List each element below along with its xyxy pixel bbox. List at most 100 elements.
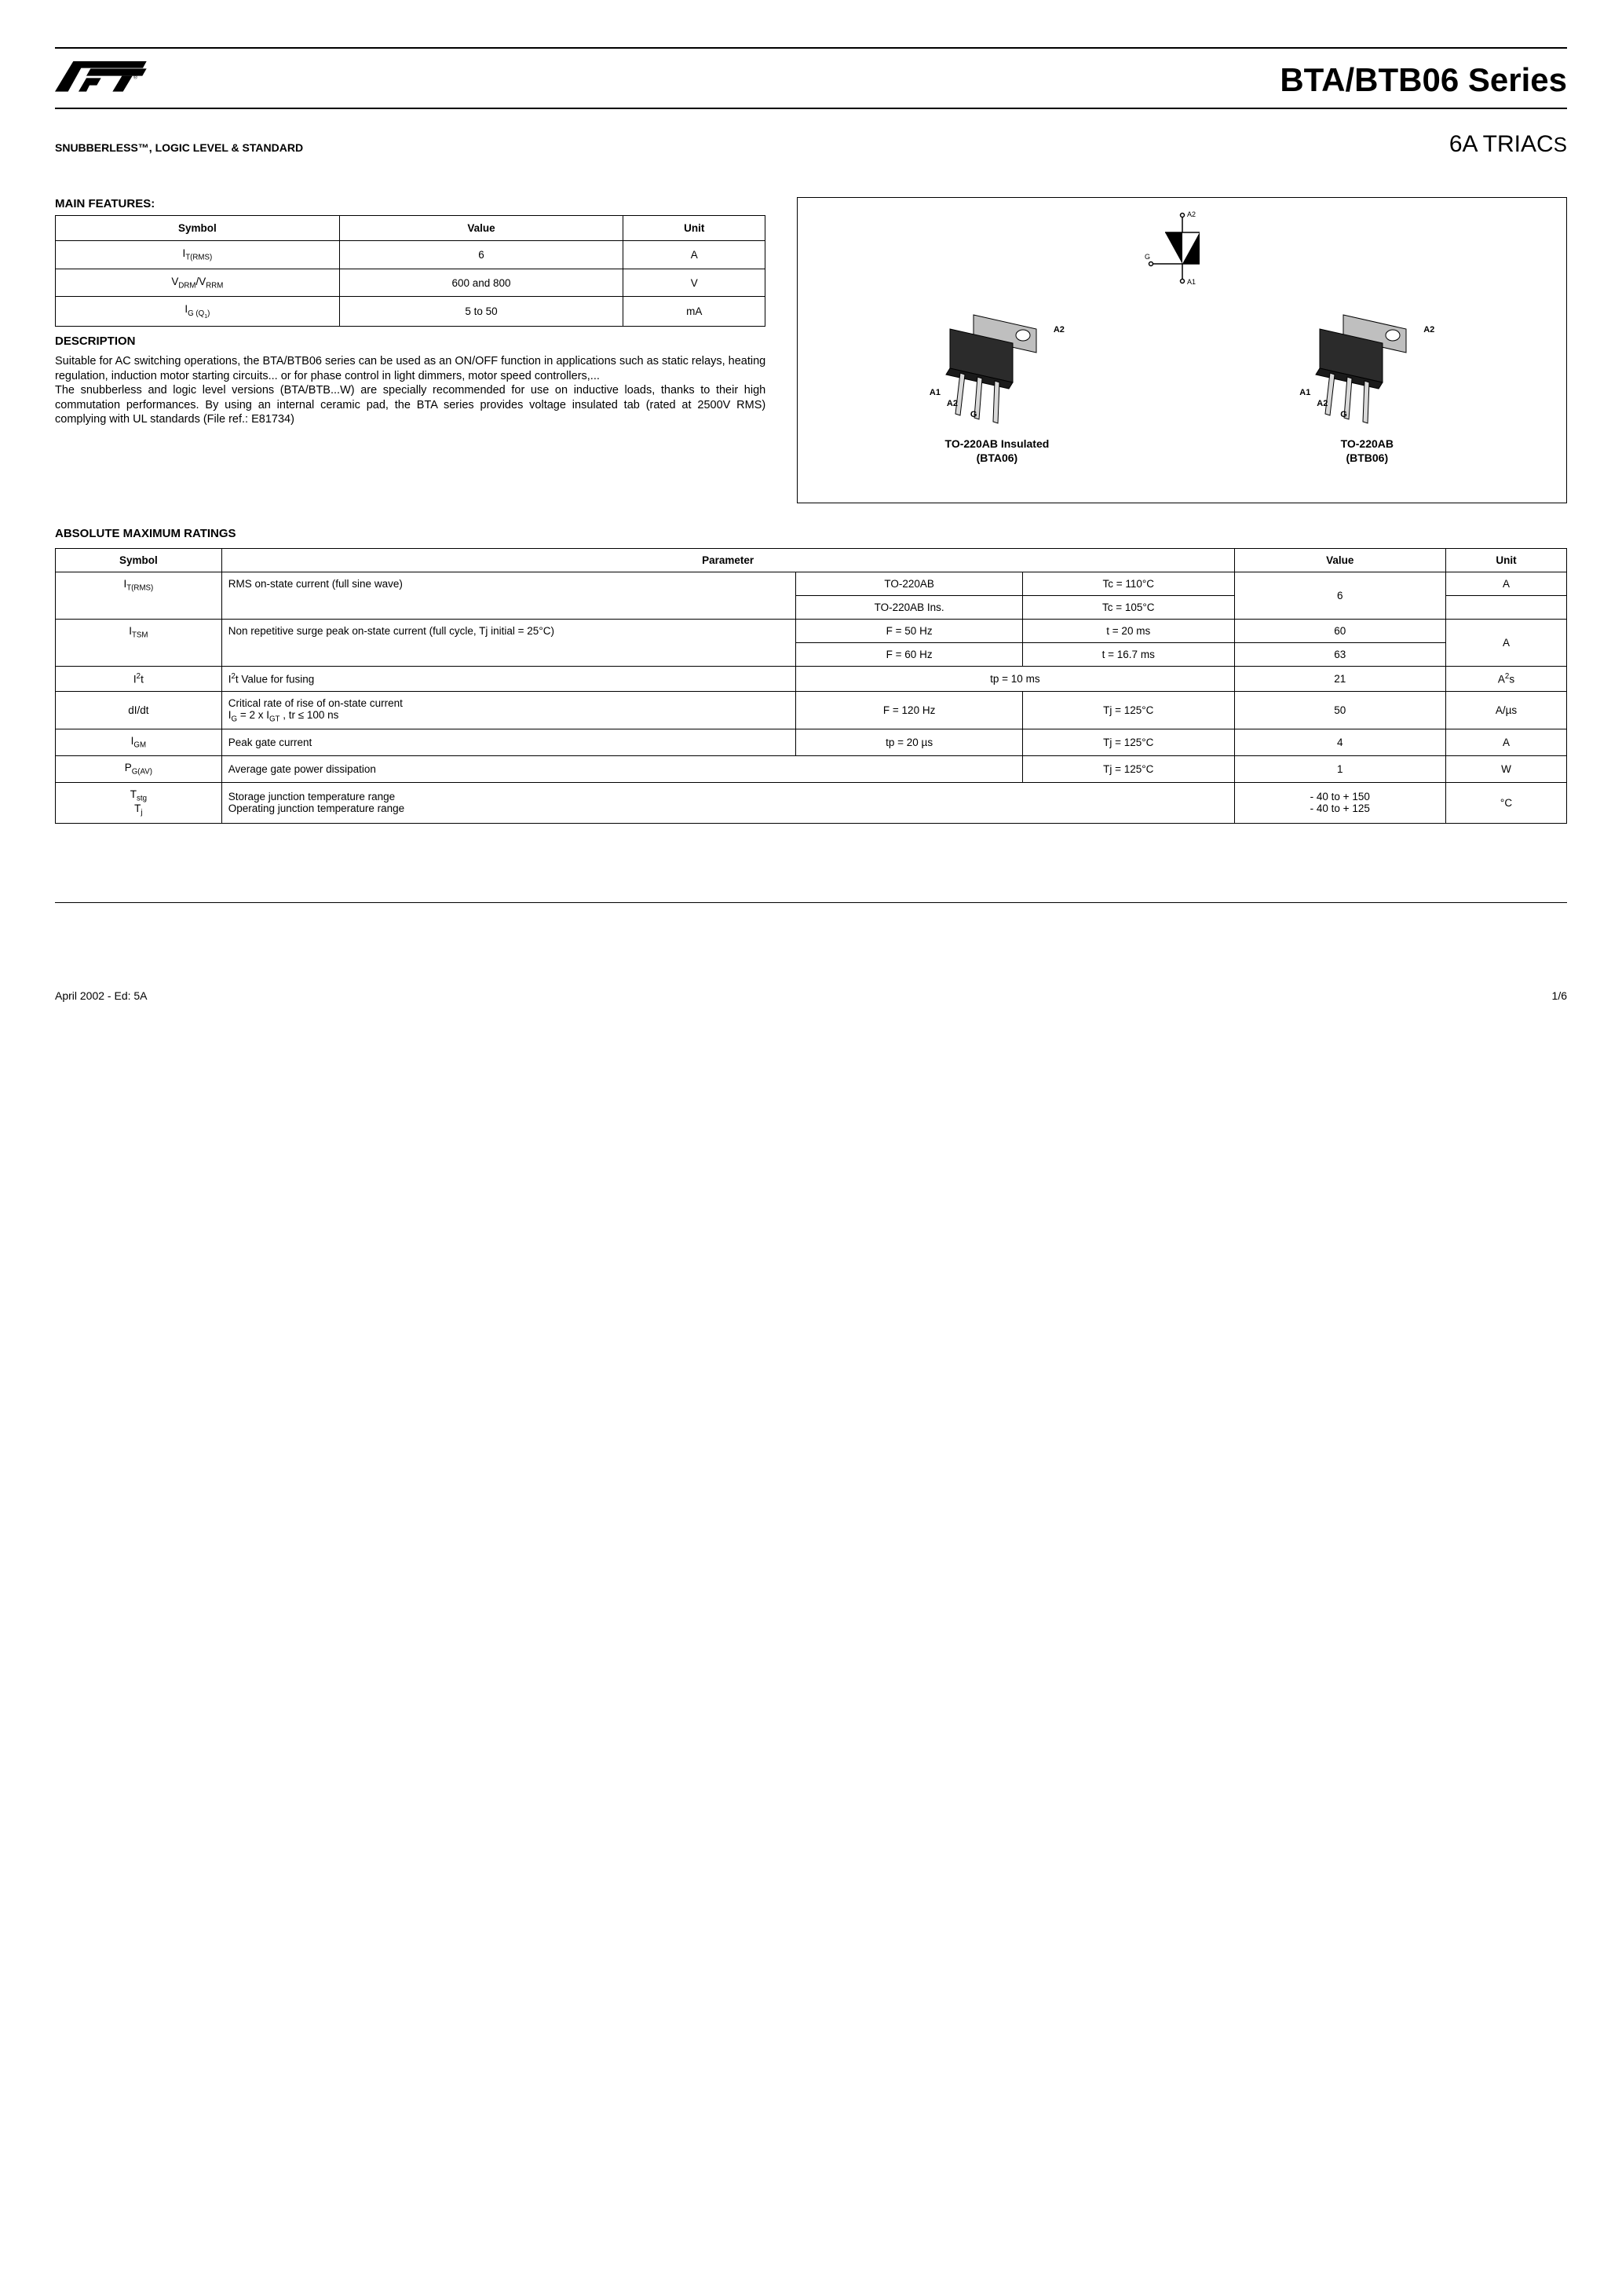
cell-symbol: IT(RMS) bbox=[56, 572, 222, 620]
col-unit: Unit bbox=[623, 216, 765, 241]
cell-value: 50 bbox=[1234, 691, 1446, 729]
svg-text:®: ® bbox=[133, 75, 137, 81]
cell-symbol: IG (Q1) bbox=[56, 297, 340, 327]
cell-value: 60 bbox=[1234, 620, 1446, 643]
pin-label-a1: A1 bbox=[930, 388, 941, 397]
package-diagram-box: A2 A1 G A2 bbox=[797, 197, 1567, 503]
cell-symbol: I2t bbox=[56, 667, 222, 692]
cell-cond: Tj = 125°C bbox=[1023, 755, 1235, 782]
cell-param: Critical rate of rise of on-state curren… bbox=[221, 691, 796, 729]
cell-value: 600 and 800 bbox=[339, 269, 623, 297]
main-features-table: Symbol Value Unit IT(RMS) 6 A VDRM/VRRM … bbox=[55, 215, 765, 327]
cell-value: 6 bbox=[339, 241, 623, 269]
cell-unit: mA bbox=[623, 297, 765, 327]
table-row: I2t I2t Value for fusing tp = 10 ms 21 A… bbox=[56, 667, 1567, 692]
cell-cond: F = 120 Hz bbox=[796, 691, 1023, 729]
cell-unit: A2s bbox=[1446, 667, 1567, 692]
pin-label-a1: A1 bbox=[1299, 388, 1310, 397]
product-subtitle-right: 6A TRIACS bbox=[1449, 131, 1567, 158]
cell-unit: A bbox=[1446, 572, 1567, 596]
cell-cond: Tc = 110°C bbox=[1023, 572, 1235, 596]
table-row: TstgTj Storage junction temperature rang… bbox=[56, 782, 1567, 823]
cell-unit: °C bbox=[1446, 782, 1567, 823]
footer-row: April 2002 - Ed: 5A 1/6 bbox=[55, 989, 1567, 1002]
cell-value: 21 bbox=[1234, 667, 1446, 692]
cell-symbol: dI/dt bbox=[56, 691, 222, 729]
table-header-row: Symbol Parameter Value Unit bbox=[56, 549, 1567, 572]
table-row: IGM Peak gate current tp = 20 µs Tj = 12… bbox=[56, 729, 1567, 756]
package-item-btb06: A2 bbox=[1296, 311, 1438, 465]
footer-date: April 2002 - Ed: 5A bbox=[55, 989, 148, 1002]
table-row: IT(RMS) RMS on-state current (full sine … bbox=[56, 572, 1567, 596]
cell-symbol: VDRM/VRRM bbox=[56, 269, 340, 297]
pin-label-g: G bbox=[1340, 410, 1347, 419]
cell-cond: TO-220AB bbox=[796, 572, 1023, 596]
table-header-row: Symbol Value Unit bbox=[56, 216, 765, 241]
cell-value: 4 bbox=[1234, 729, 1446, 756]
pin-label-a2: A2 bbox=[1054, 325, 1065, 335]
description-heading: DESCRIPTION bbox=[55, 335, 765, 348]
description-text: Suitable for AC switching operations, th… bbox=[55, 354, 765, 427]
cell-unit: A/µs bbox=[1446, 691, 1567, 729]
cell-unit: A bbox=[1446, 620, 1567, 667]
cell-param: RMS on-state current (full sine wave) bbox=[221, 572, 796, 620]
cell-symbol: IGM bbox=[56, 729, 222, 756]
footer-rule bbox=[55, 902, 1567, 903]
table-row: PG(AV) Average gate power dissipation Tj… bbox=[56, 755, 1567, 782]
right-column: A2 A1 G A2 bbox=[797, 197, 1567, 503]
cell-unit: W bbox=[1446, 755, 1567, 782]
cell-cond: Tc = 105°C bbox=[1023, 596, 1235, 620]
pkg-label-line1: TO-220AB Insulated bbox=[945, 437, 1050, 450]
col-parameter: Parameter bbox=[221, 549, 1234, 572]
col-value: Value bbox=[339, 216, 623, 241]
cell-value: 6 bbox=[1234, 572, 1446, 620]
cell-symbol: TstgTj bbox=[56, 782, 222, 823]
cell-cond: t = 16.7 ms bbox=[1023, 643, 1235, 667]
table-row: ITSM Non repetitive surge peak on-state … bbox=[56, 620, 1567, 643]
cell-value: 63 bbox=[1234, 643, 1446, 667]
product-subtitle-left: SNUBBERLESS™, LOGIC LEVEL & STANDARD bbox=[55, 141, 303, 154]
cell-unit: V bbox=[623, 269, 765, 297]
cell-unit: A bbox=[623, 241, 765, 269]
col-symbol: Symbol bbox=[56, 216, 340, 241]
cell-symbol: PG(AV) bbox=[56, 755, 222, 782]
cell-symbol: ITSM bbox=[56, 620, 222, 667]
main-features-heading: MAIN FEATURES: bbox=[55, 197, 765, 210]
cell-unit: A bbox=[1446, 729, 1567, 756]
table-row: IT(RMS) 6 A bbox=[56, 241, 765, 269]
cell-param: Storage junction temperature range Opera… bbox=[221, 782, 1234, 823]
cell-cond: TO-220AB Ins. bbox=[796, 596, 1023, 620]
table-row: IG (Q1) 5 to 50 mA bbox=[56, 297, 765, 327]
package-label: TO-220AB Insulated (BTA06) bbox=[926, 437, 1068, 465]
pkg-label-line2: (BTA06) bbox=[977, 452, 1018, 464]
pkg-label-line1: TO-220AB bbox=[1341, 437, 1394, 450]
pkg-label-line2: (BTB06) bbox=[1346, 452, 1388, 464]
cell-param: I2t Value for fusing bbox=[221, 667, 796, 692]
cell-param: Non repetitive surge peak on-state curre… bbox=[221, 620, 796, 667]
cell-param: Peak gate current bbox=[221, 729, 796, 756]
pin-label-a2: A2 bbox=[1423, 325, 1434, 335]
package-label: TO-220AB (BTB06) bbox=[1296, 437, 1438, 465]
cell-symbol: IT(RMS) bbox=[56, 241, 340, 269]
table-row: dI/dt Critical rate of rise of on-state … bbox=[56, 691, 1567, 729]
cell-cond: tp = 20 µs bbox=[796, 729, 1023, 756]
amr-heading: ABSOLUTE MAXIMUM RATINGS bbox=[55, 527, 1567, 540]
to220-insulated-icon bbox=[938, 311, 1056, 429]
col-symbol: Symbol bbox=[56, 549, 222, 572]
triacs-suffix: S bbox=[1554, 133, 1567, 156]
col-value: Value bbox=[1234, 549, 1446, 572]
package-row: A2 bbox=[812, 311, 1552, 465]
cell-param: Average gate power dissipation bbox=[221, 755, 1022, 782]
amr-table: Symbol Parameter Value Unit IT(RMS) RMS … bbox=[55, 548, 1567, 824]
header-row: ® BTA/BTB06 Series bbox=[55, 49, 1567, 108]
cell-value: - 40 to + 150 - 40 to + 125 bbox=[1234, 782, 1446, 823]
cell-value: 1 bbox=[1234, 755, 1446, 782]
package-item-bta06: A2 bbox=[926, 311, 1068, 465]
cell-value: 5 to 50 bbox=[339, 297, 623, 327]
upper-two-column: MAIN FEATURES: Symbol Value Unit IT(RMS)… bbox=[55, 197, 1567, 503]
cell-cond: Tj = 125°C bbox=[1023, 691, 1235, 729]
pin-label-a2: A2 bbox=[1317, 399, 1328, 408]
product-title: BTA/BTB06 Series bbox=[1280, 61, 1567, 99]
st-logo-svg: ® bbox=[55, 55, 149, 102]
pin-label-a1: A1 bbox=[1187, 278, 1196, 286]
